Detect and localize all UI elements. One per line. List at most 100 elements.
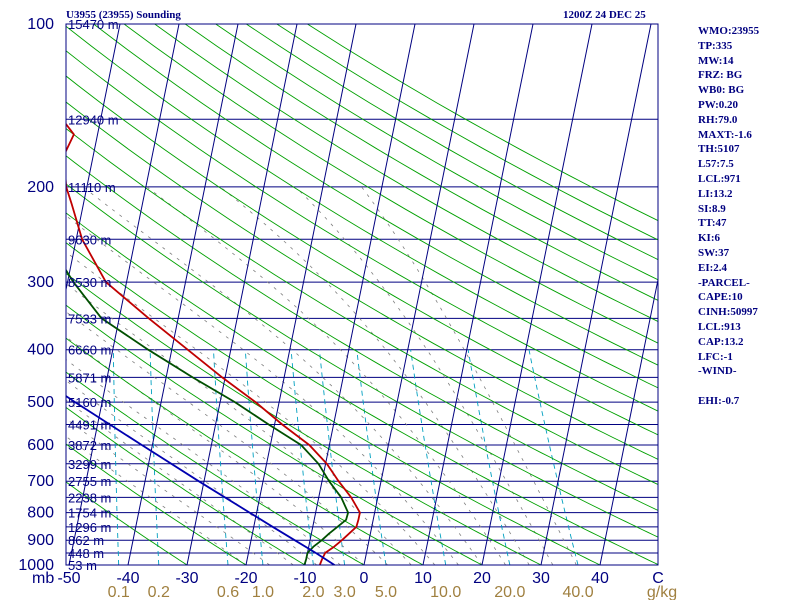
index-item: SW:37 xyxy=(698,246,730,259)
height-labels: 15470 m 12940 m 11110 m 9630 m 8530 m 7533 m 6… xyxy=(68,17,119,573)
pressure-labels: 100 200 300 400 500 600 700 800 900 1000 xyxy=(18,16,54,574)
height-label: 6660 m xyxy=(68,343,111,358)
height-label: 12940 m xyxy=(68,112,119,127)
mixing-ratio-label: 5.0 xyxy=(375,584,397,600)
moist-adiabat xyxy=(361,186,577,565)
height-label: 5160 m xyxy=(68,395,111,410)
station-title: U3955 (23955) Sounding xyxy=(66,9,181,21)
index-item: L57:7.5 xyxy=(698,158,734,171)
isotherm-20 xyxy=(481,24,593,565)
moist-adiabat xyxy=(295,186,554,565)
height-label: 3299 m xyxy=(68,457,111,472)
plot-frame xyxy=(65,23,659,566)
index-item: FRZ: BG xyxy=(698,69,743,82)
isotherm-40 xyxy=(599,277,658,565)
mixing-ratio-label: 0.6 xyxy=(217,584,239,600)
pressure-label-500: 500 xyxy=(27,394,54,411)
pressure-label-200: 200 xyxy=(27,179,54,196)
height-label: 5871 m xyxy=(68,370,111,385)
dry-adiabat xyxy=(123,24,658,344)
moist-adiabats xyxy=(66,186,577,565)
temperature-label: -40 xyxy=(116,570,139,587)
mixing-ratio-label: 40.0 xyxy=(562,584,593,600)
index-item: MW:14 xyxy=(698,54,734,67)
height-label: 4491 m xyxy=(68,418,111,433)
pressure-label-600: 600 xyxy=(27,437,54,454)
mixing-ratio-line xyxy=(467,349,511,565)
temperature-label: -10 xyxy=(293,570,316,587)
mixing-ratio-labels: 0.1 0.2 0.6 1.0 2.0 3.0 5.0 10.0 20.0 40.0 g/kg xyxy=(108,584,678,600)
dry-adiabat xyxy=(66,127,658,486)
dewpoint-line xyxy=(66,268,350,565)
pressure-label-400: 400 xyxy=(27,342,54,359)
dry-adiabat xyxy=(66,183,658,538)
valid-time: 1200Z 24 DEC 25 xyxy=(563,9,646,21)
dry-adiabat xyxy=(66,242,601,565)
mixing-ratio-label: 2.0 xyxy=(302,584,324,600)
isotherm--80 xyxy=(0,24,2,565)
index-item: TH:5107 xyxy=(698,143,740,156)
temperature-label: 10 xyxy=(414,570,432,587)
temperature-labels: mb -50 -40 -30 -20 -10 0 10 20 30 40 C xyxy=(32,570,664,587)
dry-adiabat xyxy=(154,24,658,322)
index-item: LI:13.2 xyxy=(698,187,733,200)
isobars xyxy=(66,23,658,566)
moist-adiabat xyxy=(66,359,341,565)
dry-adiabat xyxy=(215,24,658,281)
moist-adiabat xyxy=(66,251,436,565)
dry-adiabat xyxy=(276,24,658,241)
index-item: LFC:-1 xyxy=(698,350,733,363)
dry-adiabat xyxy=(66,371,365,565)
height-label: 1754 m xyxy=(68,506,111,521)
isotherm--50 xyxy=(68,24,180,565)
height-label: 8530 m xyxy=(68,275,111,290)
dry-adiabat xyxy=(66,304,483,565)
moist-adiabat xyxy=(220,186,530,565)
dry-adiabat xyxy=(66,50,658,412)
isotherm-30 xyxy=(540,24,652,565)
mixing-ratio-line xyxy=(149,349,160,565)
dry-adiabat xyxy=(66,272,542,565)
height-label: 2238 m xyxy=(68,490,111,505)
mixing-ratio-line xyxy=(213,349,229,565)
dry-adiabat xyxy=(66,212,658,565)
mixing-ratio-line xyxy=(528,349,579,565)
index-item: TP:335 xyxy=(698,39,733,52)
dry-adiabat xyxy=(93,24,658,366)
isotherm--20 xyxy=(245,24,357,565)
isotherms xyxy=(0,24,658,565)
index-item: CAP:13.2 xyxy=(698,335,744,348)
height-label: 53 m xyxy=(68,558,97,573)
index-item: EI:2.4 xyxy=(698,261,728,274)
height-label: 15470 m xyxy=(68,17,119,32)
height-label: 11110 m xyxy=(68,180,116,195)
index-item: PW:0.20 xyxy=(698,98,739,111)
mixing-ratio-line xyxy=(356,349,387,565)
isotherm--30 xyxy=(186,24,298,565)
moist-adiabat xyxy=(66,380,318,565)
isotherm--40 xyxy=(127,24,239,565)
dry-adiabat xyxy=(66,481,188,565)
mixing-ratio-line xyxy=(112,349,120,565)
index-item: MAXT:-1.6 xyxy=(698,128,752,141)
index-item: -WIND- xyxy=(698,365,737,378)
index-item: CAPE:10 xyxy=(698,291,743,304)
isotherm-0 xyxy=(363,24,475,565)
mixing-ratio-line xyxy=(410,349,447,565)
index-panel: WMO:23955 TP:335 MW:14 FRZ: BG WB0: BG PW:0.2… xyxy=(698,24,759,409)
isotherm--10 xyxy=(304,24,416,565)
mixing-ratio-line xyxy=(290,349,314,565)
height-label: 9630 m xyxy=(68,232,111,247)
moist-adiabat xyxy=(66,336,365,565)
dry-adiabat xyxy=(66,443,247,565)
dry-adiabat xyxy=(66,25,658,389)
isotherm-10 xyxy=(422,24,534,565)
index-item: SI:8.9 xyxy=(698,202,726,215)
sounding-series xyxy=(66,122,361,565)
moist-adiabat xyxy=(82,186,483,565)
height-label: 862 m xyxy=(68,533,104,548)
moist-adiabat xyxy=(66,399,294,565)
mixing-ratio-label: 1.0 xyxy=(252,584,274,600)
moist-adiabat xyxy=(146,186,506,565)
index-item: WMO:23955 xyxy=(698,25,760,37)
